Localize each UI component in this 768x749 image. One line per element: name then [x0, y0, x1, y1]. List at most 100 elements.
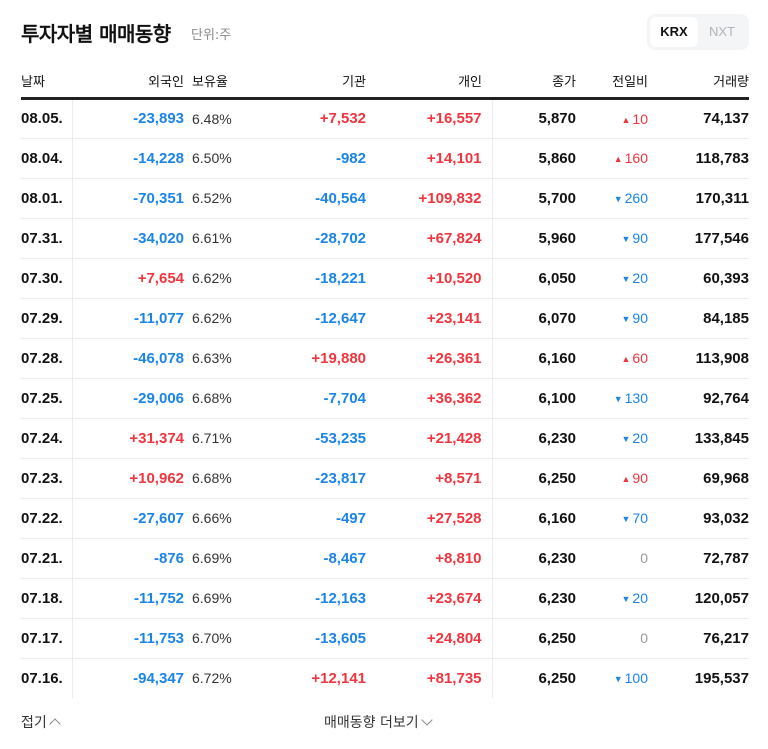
table-row: 07.24. +31,374 6.71% -53,235 +21,428 6,230 ▼ 20…	[21, 418, 749, 459]
triangle-up-icon: ▲	[621, 114, 631, 125]
cell-change: ▼ 70	[576, 498, 648, 539]
cell-volume: 76,217	[648, 618, 749, 659]
cell-foreign: -876	[72, 538, 184, 579]
change-value: 20	[632, 270, 648, 286]
cell-date: 07.24.	[21, 418, 73, 459]
cell-close: 5,700	[492, 178, 576, 219]
change-value: 0	[640, 630, 648, 646]
column-header-change: 전일비	[576, 64, 648, 100]
triangle-up-icon: ▲	[621, 474, 631, 484]
cell-individual: +81,735	[366, 658, 493, 698]
triangle-down-icon: ▼	[621, 274, 631, 284]
cell-volume: 93,032	[648, 498, 749, 539]
change-value: 160	[624, 150, 648, 166]
cell-institution: -13,605	[254, 618, 366, 659]
cell-change: 0	[576, 618, 648, 659]
cell-individual: +16,557	[366, 98, 493, 139]
cell-date: 07.17.	[21, 618, 73, 659]
cell-holding: 6.62%	[184, 298, 254, 339]
cell-institution: -53,235	[254, 418, 366, 459]
cell-close: 6,250	[492, 618, 576, 659]
cell-volume: 84,185	[648, 298, 749, 339]
cell-close: 6,050	[492, 258, 576, 299]
widget-header: 투자자별 매매동향 단위:주 KRX NXT	[21, 0, 749, 64]
cell-change: ▼ 20	[576, 578, 648, 619]
table-row: 07.29. -11,077 6.62% -12,647 +23,141 6,070 ▼ 90…	[21, 298, 749, 339]
change-value: 20	[632, 430, 648, 446]
cell-individual: +26,361	[366, 338, 493, 379]
chevron-up-icon	[49, 718, 61, 730]
cell-change: ▼ 90	[576, 218, 648, 259]
cell-holding: 6.72%	[192, 670, 232, 687]
table-row: 07.23. +10,962 6.68% -23,817 +8,571 6,250 ▲ 90 6…	[21, 458, 749, 499]
cell-date: 08.04.	[21, 138, 73, 179]
table-row: 07.16. -94,347 6.72% +12,141 +81,735 6,250 ▼ 10…	[21, 658, 749, 698]
cell-volume: 170,311	[648, 178, 749, 219]
column-header-volume: 거래량	[648, 64, 749, 100]
table-header-row: 날짜 외국인 보유율 기관 개인 종가 전일비 거래량	[21, 64, 749, 100]
market-toggle-nxt[interactable]: NXT	[709, 24, 735, 39]
cell-close: 6,100	[492, 378, 576, 419]
cell-individual: +14,101	[366, 138, 493, 179]
cell-foreign: -70,351	[72, 178, 184, 219]
cell-holding: 6.48%	[184, 98, 254, 139]
cell-individual: +8,571	[366, 458, 493, 499]
cell-change: ▲ 60	[576, 338, 648, 379]
cell-institution: +7,532	[254, 98, 366, 139]
change-value: 100	[624, 670, 648, 687]
triangle-down-icon: ▼	[621, 434, 631, 444]
unit-label: 단위:주	[191, 28, 232, 43]
cell-close: 6,230	[492, 538, 576, 579]
column-header-close: 종가	[492, 64, 576, 100]
cell-individual: +67,824	[366, 218, 493, 259]
cell-change: ▼ 20	[576, 258, 648, 299]
cell-volume: 177,546	[648, 218, 749, 259]
market-toggle-krx[interactable]: KRX	[650, 17, 698, 47]
table-row: 08.01. -70,351 6.52% -40,564 +109,832 5,700 ▼ 2…	[21, 178, 749, 219]
cell-volume: 92,764	[648, 378, 749, 419]
cell-close: 5,860	[492, 138, 576, 179]
cell-volume: 118,783	[648, 138, 749, 179]
cell-institution: -23,817	[254, 458, 366, 499]
cell-close: 6,160	[492, 498, 576, 539]
table-row: 07.28. -46,078 6.63% +19,880 +26,361 6,160 ▲ 60…	[21, 338, 749, 379]
column-header-individual: 개인	[366, 64, 492, 100]
investor-trading-table: 날짜 외국인 보유율 기관 개인 종가 전일비 거래량 08.05. -23,89…	[21, 64, 749, 698]
fold-button[interactable]: 접기	[21, 712, 61, 732]
cell-foreign: +7,654	[72, 258, 184, 299]
cell-individual: +23,141	[366, 298, 493, 339]
triangle-up-icon: ▲	[613, 154, 623, 164]
cell-individual: +23,674	[366, 578, 493, 619]
cell-individual: +109,832	[366, 178, 493, 219]
change-value: 60	[632, 350, 648, 366]
cell-institution: -28,702	[254, 218, 366, 259]
cell-foreign: +10,962	[72, 458, 184, 499]
chevron-down-icon	[420, 714, 433, 726]
cell-individual: +27,528	[366, 498, 493, 539]
cell-date: 07.23.	[21, 458, 73, 499]
cell-foreign: -94,347	[133, 669, 184, 687]
table-row: 07.18. -11,752 6.69% -12,163 +23,674 6,230 ▼ 20…	[21, 578, 749, 619]
more-trading-button[interactable]: 매매동향 더보기	[324, 712, 433, 732]
cell-institution: -12,647	[254, 298, 366, 339]
cell-close: 6,250	[492, 458, 576, 499]
table-row: 07.21. -876 6.69% -8,467 +8,810 6,230 0 72,787	[21, 538, 749, 579]
cell-holding: 6.62%	[184, 258, 254, 299]
cell-holding: 6.69%	[184, 538, 254, 579]
cell-volume: 133,845	[648, 418, 749, 459]
cell-institution: -7,704	[254, 378, 366, 419]
cell-date: 07.30.	[21, 258, 73, 299]
table-row: 07.25. -29,006 6.68% -7,704 +36,362 6,100 ▼ 130…	[21, 378, 749, 419]
table-row: 07.22. -27,607 6.66% -497 +27,528 6,160 ▼ 70 93,…	[21, 498, 749, 539]
cell-change: ▲ 160	[576, 138, 648, 179]
cell-institution: -18,221	[254, 258, 366, 299]
cell-close: 5,870	[492, 98, 576, 139]
fold-label: 접기	[21, 715, 47, 731]
triangle-down-icon: ▼	[621, 514, 631, 524]
table-row: 07.17. -11,753 6.70% -13,605 +24,804 6,250 0 76…	[21, 618, 749, 659]
cell-date: 07.28.	[21, 338, 73, 379]
cell-institution: -8,467	[254, 538, 366, 579]
cell-date: 08.01.	[21, 178, 73, 219]
cell-institution: -40,564	[254, 178, 366, 219]
column-header-date: 날짜	[21, 64, 72, 100]
